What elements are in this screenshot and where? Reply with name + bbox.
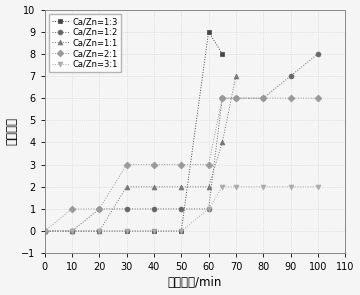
Y-axis label: 样片色度: 样片色度 [5,117,19,145]
Ca/Zn=3:1 [288,185,293,189]
Ca/Zn=1:2 [125,207,129,211]
Line: Ca/Zn=2:1: Ca/Zn=2:1 [42,96,320,234]
Ca/Zn=2:1 [288,96,293,100]
Ca/Zn=2:1 [316,96,320,100]
Ca/Zn=1:1 [234,74,238,78]
Ca/Zn=1:1 [179,185,184,189]
Ca/Zn=2:1 [179,163,184,166]
Ca/Zn=1:1 [70,229,74,233]
X-axis label: 老化时间/min: 老化时间/min [168,276,222,289]
Ca/Zn=1:3 [42,229,47,233]
Line: Ca/Zn=3:1: Ca/Zn=3:1 [42,184,320,234]
Ca/Zn=2:1 [42,229,47,233]
Ca/Zn=3:1 [152,229,156,233]
Ca/Zn=1:1 [152,185,156,189]
Ca/Zn=3:1 [97,229,102,233]
Legend: Ca/Zn=1:3, Ca/Zn=1:2, Ca/Zn=1:1, Ca/Zn=2:1, Ca/Zn=3:1: Ca/Zn=1:3, Ca/Zn=1:2, Ca/Zn=1:1, Ca/Zn=2… [49,14,121,72]
Ca/Zn=1:2 [152,207,156,211]
Ca/Zn=3:1 [179,229,184,233]
Line: Ca/Zn=1:3: Ca/Zn=1:3 [42,29,225,234]
Ca/Zn=1:2 [42,229,47,233]
Ca/Zn=1:3 [125,229,129,233]
Ca/Zn=1:2 [316,52,320,56]
Ca/Zn=2:1 [152,163,156,166]
Ca/Zn=1:2 [234,96,238,100]
Ca/Zn=3:1 [234,185,238,189]
Ca/Zn=2:1 [125,163,129,166]
Ca/Zn=1:3 [97,229,102,233]
Ca/Zn=1:1 [220,141,224,144]
Ca/Zn=2:1 [97,207,102,211]
Ca/Zn=1:3 [179,229,184,233]
Ca/Zn=3:1 [316,185,320,189]
Ca/Zn=1:1 [97,229,102,233]
Ca/Zn=1:2 [220,96,224,100]
Ca/Zn=1:2 [261,96,265,100]
Ca/Zn=2:1 [206,163,211,166]
Ca/Zn=1:2 [288,74,293,78]
Ca/Zn=1:2 [206,207,211,211]
Ca/Zn=2:1 [234,96,238,100]
Line: Ca/Zn=1:2: Ca/Zn=1:2 [42,51,320,234]
Ca/Zn=1:3 [206,30,211,33]
Ca/Zn=1:2 [70,229,74,233]
Ca/Zn=1:1 [206,185,211,189]
Ca/Zn=2:1 [220,96,224,100]
Ca/Zn=3:1 [206,207,211,211]
Ca/Zn=3:1 [261,185,265,189]
Ca/Zn=3:1 [42,229,47,233]
Ca/Zn=3:1 [220,185,224,189]
Ca/Zn=1:1 [125,185,129,189]
Ca/Zn=1:2 [179,207,184,211]
Ca/Zn=1:3 [220,52,224,56]
Line: Ca/Zn=1:1: Ca/Zn=1:1 [42,73,238,234]
Ca/Zn=1:1 [42,229,47,233]
Ca/Zn=1:3 [70,229,74,233]
Ca/Zn=3:1 [125,229,129,233]
Ca/Zn=1:3 [152,229,156,233]
Ca/Zn=2:1 [70,207,74,211]
Ca/Zn=2:1 [261,96,265,100]
Ca/Zn=3:1 [70,229,74,233]
Ca/Zn=1:2 [97,207,102,211]
